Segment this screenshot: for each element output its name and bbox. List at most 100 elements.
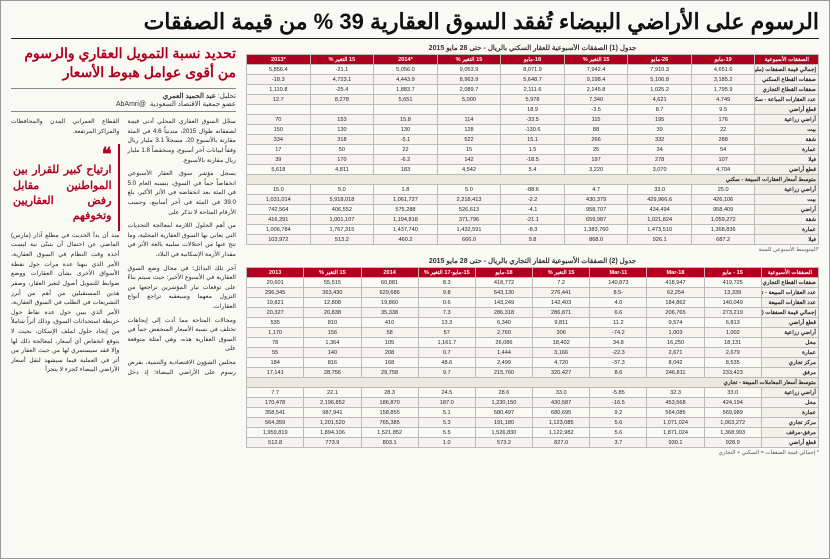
table-row: عمارة2,6792,67122.3-3,1661,4440.72081405…: [247, 348, 819, 358]
cell: 158,855: [361, 408, 418, 418]
cell: 320,427: [533, 368, 590, 378]
cell: 306: [533, 328, 590, 338]
cell: 2,111.6: [501, 85, 565, 95]
cell: 1,383,760: [564, 225, 628, 235]
cell: 130.6-: [501, 125, 565, 135]
cell: 430,379: [564, 195, 628, 205]
table2-header-row: الصفقات الأسبوعية15 - مايوMar-18Mar-1115…: [247, 268, 819, 278]
cell: 429,966.6: [628, 195, 692, 205]
cell: 4,651.6: [691, 65, 755, 75]
row-label: صفقات القطاع التجاري (مليون ريال): [761, 278, 818, 288]
cell: 22.1: [304, 388, 361, 398]
cell: 74.2-: [590, 328, 647, 338]
cell: 103,972: [247, 235, 311, 245]
cell: 130: [374, 125, 438, 135]
cell: 810: [304, 318, 361, 328]
cell: 168: [361, 358, 418, 368]
table-col-header: 15-مايو-17 التغير %: [418, 268, 475, 278]
cell: 33.0: [704, 388, 761, 398]
row-label: عدد العقارات المبيعة - تجاري: [761, 288, 818, 298]
cell: 9,053.9: [437, 65, 501, 75]
cell: 4,443.9: [374, 75, 438, 85]
cell: [247, 105, 311, 115]
cell: 286,318: [475, 308, 532, 318]
body-para: آخر تلك البدائل؛ في مجال وضع السوق العقا…: [128, 264, 237, 312]
cell: 773.9: [304, 438, 361, 448]
table-col-header: 15 التغير %: [304, 268, 361, 278]
cell: 60,881: [361, 278, 418, 288]
cell: 5,000: [437, 95, 501, 105]
article-headline: الرسوم على الأراضي البيضاء تُفقد السوق ا…: [11, 9, 819, 39]
row-label: محل: [761, 398, 818, 408]
cell: 2,089.7: [437, 85, 501, 95]
cell: 1,444: [475, 348, 532, 358]
row-label: أراضي زراعية: [755, 185, 819, 195]
cell: 5.1: [418, 408, 475, 418]
cell: [374, 105, 438, 115]
table-row: محل18,13116,25034.818,40226,0861,161.710…: [247, 338, 819, 348]
table-row: إجمالي قيمة الصفقات (مليون ريال)4,651.67…: [247, 65, 819, 75]
table-row: مركز تجاري1,063,2721,071,0245.61,123,085…: [247, 418, 819, 428]
byline-name: عبد الحميد العمري: [163, 93, 216, 100]
row-label: عمارة: [755, 145, 819, 155]
cell: 419,725: [704, 278, 761, 288]
row-label: قطع أراضي: [755, 165, 819, 175]
cell: 15.1: [501, 135, 565, 145]
table-col-header: 15 - مايو: [704, 268, 761, 278]
cell: 1,526,830: [475, 428, 532, 438]
cell: 5.0: [310, 185, 374, 195]
cell: 659,987: [564, 215, 628, 225]
row-label: أراضي زراعية: [761, 388, 818, 398]
cell: 453,568: [647, 398, 704, 408]
table-row: بيت223988130.6-128130130150: [247, 125, 819, 135]
table2-block: جدول (2) الصفقات الأسبوعية للعقار التجار…: [246, 257, 819, 456]
cell: 1,061,727: [374, 195, 438, 205]
cell: 15.0: [247, 185, 311, 195]
cell: 5.1-: [374, 135, 438, 145]
cell: 39: [628, 125, 692, 135]
cell: 50: [310, 145, 374, 155]
cell: 115: [564, 115, 628, 125]
cell: 184: [247, 358, 304, 368]
cell: 1,364: [304, 338, 361, 348]
cell: 2,499: [475, 358, 532, 368]
cell: 5,618: [247, 165, 311, 175]
table-col-header: 26-مايو: [628, 55, 692, 65]
newspaper-page: الرسوم على الأراضي البيضاء تُفقد السوق ا…: [0, 0, 830, 559]
cell: 18,402: [533, 338, 590, 348]
row-label: إجمالي قيمة الصفقات (مليون ريال): [755, 65, 819, 75]
cell: 5.5: [418, 428, 475, 438]
tables-column: جدول (1) الصفقات الأسبوعية للعقار السكني…: [246, 44, 819, 550]
cell: 48.6: [418, 358, 475, 368]
cell: 3,166: [533, 348, 590, 358]
table-col-header: *2014: [374, 55, 438, 65]
section-title: متوسط أسعار المعاملات المبيعة - تجاري: [247, 378, 819, 388]
row-label: عمارة: [761, 408, 818, 418]
article-column: تحديد نسبة التمويل العقاري والرسوم من أق…: [11, 44, 236, 550]
cell: 2,760: [475, 328, 532, 338]
cell: 28.3: [361, 388, 418, 398]
table-row: عمارة569,989564,0859.2680,695580,4975.11…: [247, 408, 819, 418]
row-label: محل: [761, 338, 818, 348]
cell: 13.3: [418, 318, 475, 328]
cell: 526,613: [437, 205, 501, 215]
row-label: صفقات القطاع التجاري: [755, 85, 819, 95]
cell: 140: [304, 348, 361, 358]
table-row: أراضي زراعية17619511533.5-11415.815370: [247, 115, 819, 125]
table-col-header: الصفقات الأسبوعية: [761, 268, 818, 278]
cell: 1,170: [247, 328, 304, 338]
cell: 5.6: [590, 428, 647, 438]
cell: [437, 105, 501, 115]
cell: 4,811: [310, 165, 374, 175]
cell: 21.1-: [501, 215, 565, 225]
cell: 233,423: [704, 368, 761, 378]
table-row: فيلا10727819718.5-1426.2-17039: [247, 155, 819, 165]
row-label: عمارة: [755, 225, 819, 235]
row-label: عدد العقارات المباعة - سكني: [755, 95, 819, 105]
cell: 9.5: [691, 105, 755, 115]
cell: 170: [310, 155, 374, 165]
cell: 9.8: [418, 288, 475, 298]
table-row: مركز تجاري8,5358,04237.3-4,7202,49948.61…: [247, 358, 819, 368]
body-para: ومجالات المتاحة مما أدت إلى إيجاهات تختل…: [128, 316, 237, 354]
row-label: قطع أراضي: [761, 438, 818, 448]
